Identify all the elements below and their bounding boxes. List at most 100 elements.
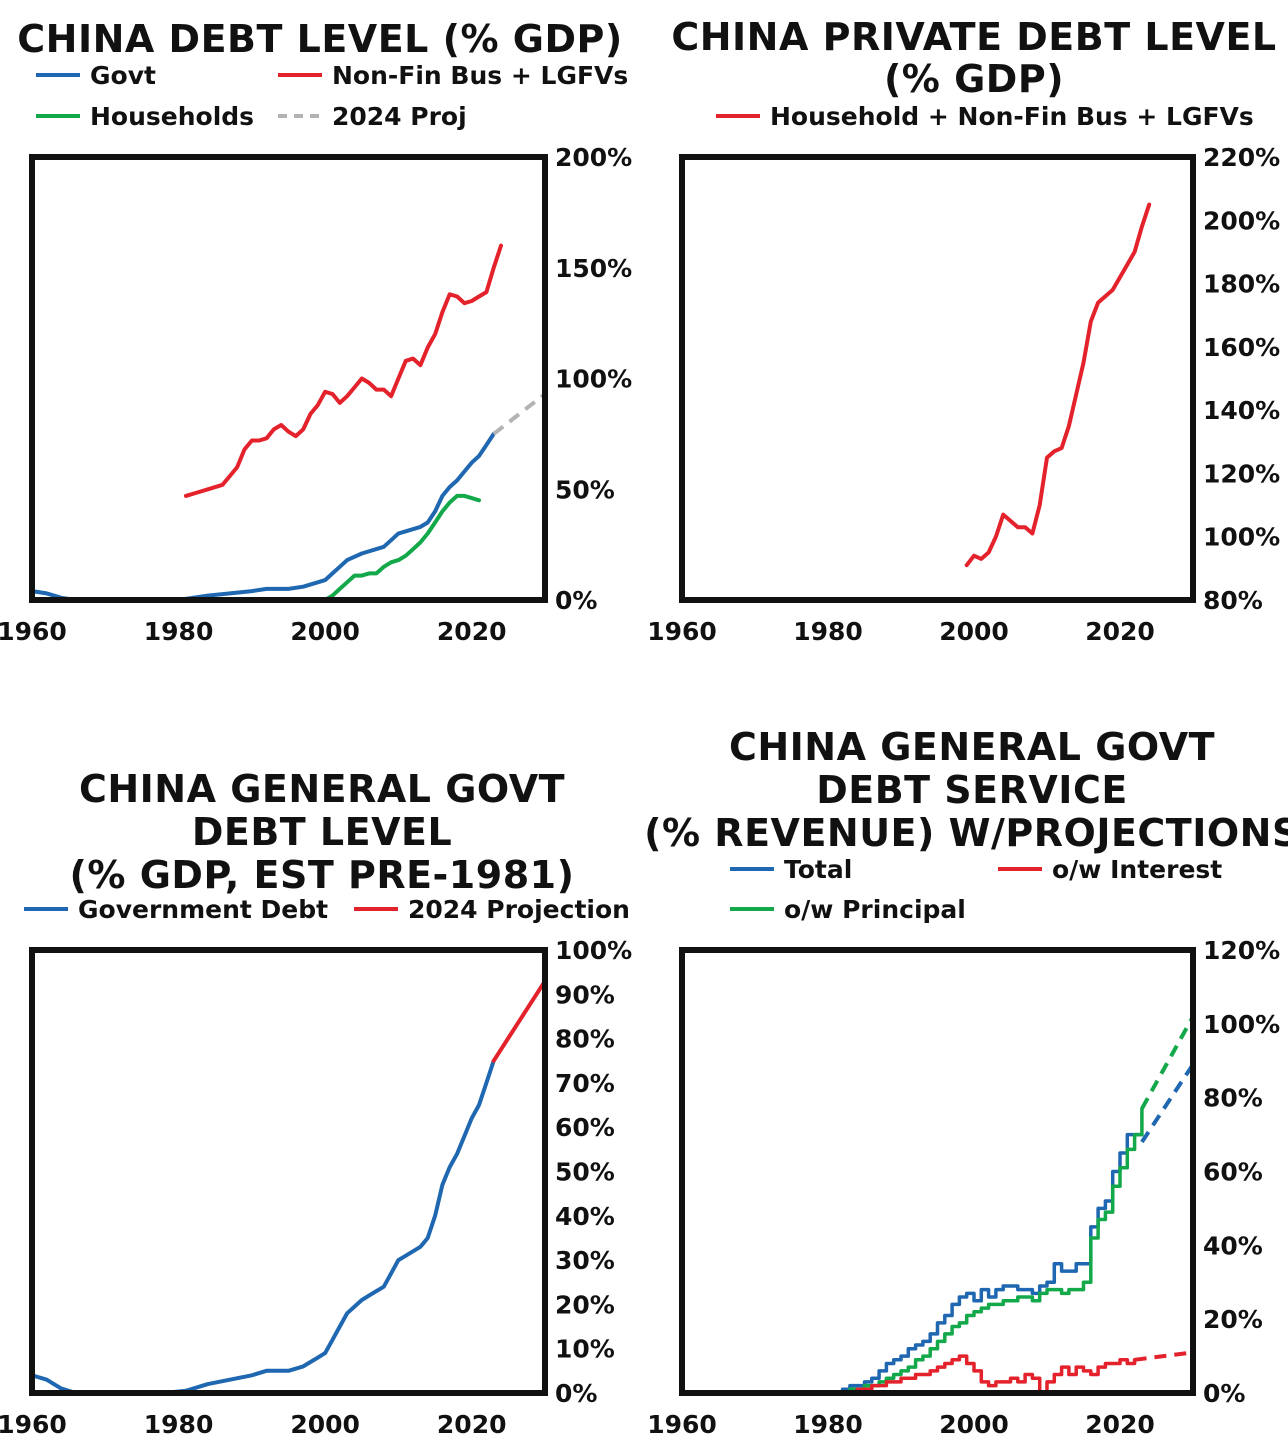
y-tick-label: 30%	[555, 1246, 615, 1275]
y-tick-label: 70%	[555, 1069, 615, 1098]
y-tick-label: 40%	[1203, 1231, 1263, 1260]
chart-panel-1: CHINA DEBT LEVEL (% GDP)Govt Non-Fin Bus …	[0, 17, 632, 646]
x-tick-label: 1960	[647, 617, 717, 646]
y-tick-label: 90%	[555, 980, 615, 1009]
x-tick-label: 1980	[144, 617, 214, 646]
series-group	[35, 243, 542, 597]
series-line-total	[840, 1132, 1144, 1390]
x-tick-label: 2000	[939, 1410, 1009, 1439]
series-group	[964, 202, 1152, 568]
plot-frame	[679, 947, 1196, 1396]
chart-title-line: CHINA PRIVATE DEBT LEVEL	[671, 15, 1276, 59]
chart-title-line: CHINA GENERAL GOVT	[729, 725, 1215, 769]
y-tick-label: 120%	[1203, 936, 1280, 965]
y-tick-label: 20%	[1203, 1305, 1263, 1334]
y-tick-label: 0%	[1203, 1379, 1245, 1408]
y-tick-label: 120%	[1203, 459, 1280, 488]
legend-label: Govt	[90, 61, 156, 90]
y-tick-label: 100%	[555, 936, 632, 965]
legend-label: 2024 Proj	[332, 102, 467, 131]
legend-label: Government Debt	[78, 895, 328, 924]
y-tick-label: 60%	[555, 1113, 615, 1142]
x-tick-label: 1960	[0, 1410, 67, 1439]
legend-item-non-fin-bus-lgfvs: Non-Fin Bus + LGFVs	[278, 61, 628, 90]
chart-title-line: (% REVENUE) W/PROJECTIONS	[644, 811, 1288, 855]
legend-item-households: Households	[36, 102, 254, 131]
y-tick-label: 160%	[1203, 333, 1280, 362]
legend-item-o-w-interest: o/w Interest	[998, 855, 1222, 884]
legend-item-government-debt: Government Debt	[24, 895, 328, 924]
series-group	[840, 1017, 1190, 1390]
legend-item-2024-proj: 2024 Proj	[278, 102, 467, 131]
legend-label: 2024 Projection	[408, 895, 630, 924]
y-tick-label: 200%	[1203, 206, 1280, 235]
y-tick-label: 0%	[555, 1379, 597, 1408]
y-tick-label: 80%	[555, 1025, 615, 1054]
series-line-2024-proj-projection	[492, 393, 542, 436]
series-line-o-w-principal-projection	[1140, 1017, 1190, 1110]
y-tick-label: 50%	[555, 1158, 615, 1187]
series-line-2024-projection	[491, 981, 542, 1063]
x-tick-label: 2020	[1085, 1410, 1155, 1439]
legend-label: Households	[90, 102, 254, 131]
plot-frame	[679, 154, 1196, 603]
y-tick-label: 80%	[1203, 586, 1263, 615]
legend-item-govt: Govt	[36, 61, 156, 90]
chart-title-line: CHINA DEBT LEVEL (% GDP)	[17, 17, 623, 61]
legend-label: Total	[784, 855, 852, 884]
x-tick-label: 2000	[939, 617, 1009, 646]
legend-item-total: Total	[730, 855, 852, 884]
x-tick-label: 1960	[647, 1410, 717, 1439]
series-line-non-fin-bus-lgfvs	[183, 243, 503, 498]
y-tick-label: 80%	[1203, 1084, 1263, 1113]
x-tick-label: 2000	[290, 617, 360, 646]
series-line-o-w-interest-projection	[1134, 1350, 1190, 1362]
y-tick-label: 200%	[555, 143, 632, 172]
legend-label: o/w Interest	[1052, 855, 1222, 884]
x-tick-label: 1980	[793, 617, 863, 646]
chart-title-line: (% GDP)	[884, 57, 1064, 101]
series-line-households	[326, 493, 481, 597]
chart-title-line: DEBT SERVICE	[816, 768, 1128, 812]
y-tick-label: 180%	[1203, 270, 1280, 299]
y-tick-label: 150%	[555, 254, 632, 283]
legend-item-household-non-fin-bus-lgfvs: Household + Non-Fin Bus + LGFVs	[716, 102, 1254, 131]
series-line-total-projection	[1140, 1065, 1190, 1144]
chart-title-line: (% GDP, EST PRE-1981)	[70, 853, 575, 897]
y-tick-label: 60%	[1203, 1158, 1263, 1187]
series-line-government-debt	[35, 1058, 496, 1390]
y-tick-label: 40%	[555, 1202, 615, 1231]
legend-item-o-w-principal: o/w Principal	[730, 895, 966, 924]
x-tick-label: 1980	[144, 1410, 214, 1439]
plot-frame	[29, 154, 548, 603]
x-tick-label: 1980	[793, 1410, 863, 1439]
chart-panel-2: CHINA PRIVATE DEBT LEVEL(% GDP)Household…	[647, 15, 1280, 646]
y-tick-label: 100%	[555, 365, 632, 394]
series-line-household-non-fin-bus-lgfvs	[964, 202, 1152, 568]
x-tick-label: 1960	[0, 617, 67, 646]
y-tick-label: 140%	[1203, 396, 1280, 425]
series-group	[35, 981, 542, 1390]
y-tick-label: 50%	[555, 475, 615, 504]
legend-label: o/w Principal	[784, 895, 966, 924]
x-tick-label: 2000	[290, 1410, 360, 1439]
plot-frame	[29, 947, 548, 1396]
series-line-govt	[35, 431, 496, 597]
series-line-o-w-principal	[848, 1106, 1144, 1390]
y-tick-label: 10%	[555, 1335, 615, 1364]
legend-item-2024-projection: 2024 Projection	[354, 895, 630, 924]
y-tick-label: 220%	[1203, 143, 1280, 172]
series-line-o-w-interest	[855, 1354, 1137, 1390]
x-tick-label: 2020	[437, 617, 507, 646]
chart-title-line: CHINA GENERAL GOVT	[79, 767, 565, 811]
x-tick-label: 2020	[437, 1410, 507, 1439]
chart-title-line: DEBT LEVEL	[192, 810, 452, 854]
y-tick-label: 100%	[1203, 523, 1280, 552]
legend-label: Non-Fin Bus + LGFVs	[332, 61, 628, 90]
x-tick-label: 2020	[1085, 617, 1155, 646]
y-tick-label: 20%	[555, 1290, 615, 1319]
